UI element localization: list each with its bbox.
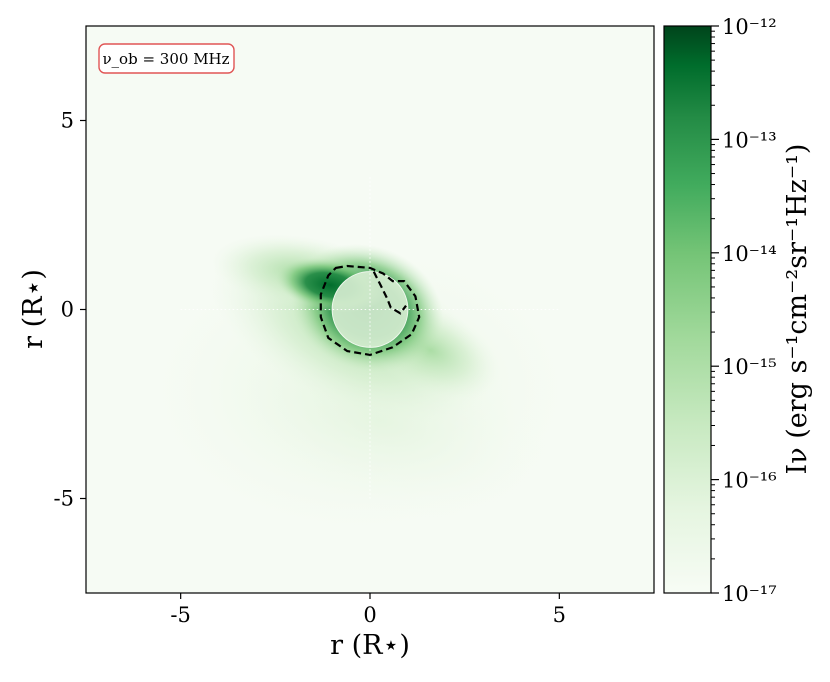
x-axis: -5 0 5 [170,593,566,627]
frequency-annotation: ν_ob = 300 MHz [98,43,235,74]
colorbar-tick-label: 10⁻¹⁷ [722,582,777,606]
x-axis-label: r (R⋆) [330,630,410,661]
colorbar-label: Iν (erg s⁻¹cm⁻²sr⁻¹Hz⁻¹) [782,144,813,475]
colorbar-ticks: 10⁻¹⁷ 10⁻¹⁶ 10⁻¹⁵ 10⁻¹⁴ 10⁻¹³ 10⁻¹² [711,15,777,606]
colorbar-tick-label: 10⁻¹² [722,15,777,39]
colorbar-tick-label: 10⁻¹⁵ [722,355,777,379]
colorbar-tick-label: 10⁻¹⁶ [722,469,777,493]
colorbar-tick-label: 10⁻¹⁴ [722,242,777,266]
annotation-text: ν_ob = 300 MHz [102,50,229,68]
intensity-map-plot [86,26,654,593]
x-tick-label: -5 [170,603,190,627]
colorbar-tick-label: 10⁻¹³ [722,128,777,152]
y-tick-label: 0 [61,298,74,322]
y-tick-label: -5 [54,487,74,511]
x-tick-label: 0 [363,603,376,627]
contour-inner [372,271,407,315]
y-axis-label: r (R⋆) [18,269,49,349]
colorbar: 10⁻¹⁷ 10⁻¹⁶ 10⁻¹⁵ 10⁻¹⁴ 10⁻¹³ 10⁻¹² Iν (erg s… [663,15,813,606]
colorbar-gradient [663,25,712,594]
y-tick-label: 5 [61,109,74,133]
contour-outer [319,264,421,357]
x-tick-label: 5 [553,603,566,627]
annotation-box [98,43,235,74]
y-axis: -5 0 5 [54,109,86,511]
